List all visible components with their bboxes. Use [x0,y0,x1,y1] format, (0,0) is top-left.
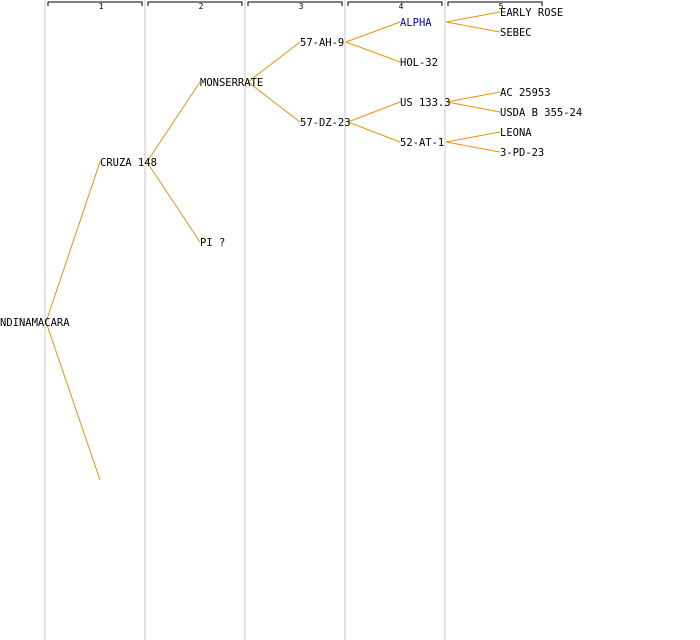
node-57dz23[interactable]: 57-DZ-23 [300,117,351,129]
pedigree-edge [445,11,501,23]
generation-number: 1 [99,2,104,11]
generation-bracket [147,1,243,6]
pedigree-edge [446,101,501,113]
node-leona[interactable]: LEONA [500,127,532,139]
node-root[interactable]: NDINAMACARA [0,317,70,329]
generation-bracket [347,1,443,6]
pedigree-edge [45,161,101,323]
generation-number: 5 [499,2,504,11]
node-sebec[interactable]: SEBEC [500,27,532,39]
node-3pd23[interactable]: 3-PD-23 [500,147,544,159]
pedigree-edge [347,101,401,123]
node-monserrate[interactable]: MONSERRATE [200,77,263,89]
pedigree-edge [446,91,501,103]
node-alpha[interactable]: ALPHA [400,17,432,29]
generation-bracket [447,1,543,6]
pedigree-nodes: NDINAMACARA CRUZA 148 MONSERRATE PI ? 57-AH-… [0,7,582,329]
generation-bracket [247,1,343,6]
generation-number: 4 [399,2,404,11]
pedigree-edges [45,11,501,481]
node-hol32[interactable]: HOL-32 [400,57,438,69]
pedigree-edge [347,121,401,143]
node-earlyrose[interactable]: EARLY ROSE [500,7,563,19]
node-ac25953[interactable]: AC 25953 [500,87,551,99]
node-cruza148[interactable]: CRUZA 148 [100,157,157,169]
pedigree-edge [345,21,401,43]
node-us1333[interactable]: US 133.3 [400,97,451,109]
node-52at1[interactable]: 52-AT-1 [400,137,444,149]
generation-number: 2 [199,2,204,11]
pedigree-edge [247,41,301,83]
pedigree-edge [45,321,101,481]
generation-number: 3 [299,2,304,11]
node-usdab35524[interactable]: USDA B 355-24 [500,107,582,119]
pedigree-edge [146,161,201,243]
pedigree-edge [445,21,501,33]
pedigree-edge [247,81,301,123]
pedigree-edge [445,131,501,143]
node-pi[interactable]: PI ? [200,237,225,249]
generation-columns [44,0,446,640]
pedigree-edge [345,41,401,63]
pedigree-edge [445,141,501,153]
node-57ah9[interactable]: 57-AH-9 [300,37,344,49]
pedigree-edge [146,81,201,163]
generation-bracket [47,1,143,6]
generation-header: 1 2 3 4 5 [47,1,543,11]
